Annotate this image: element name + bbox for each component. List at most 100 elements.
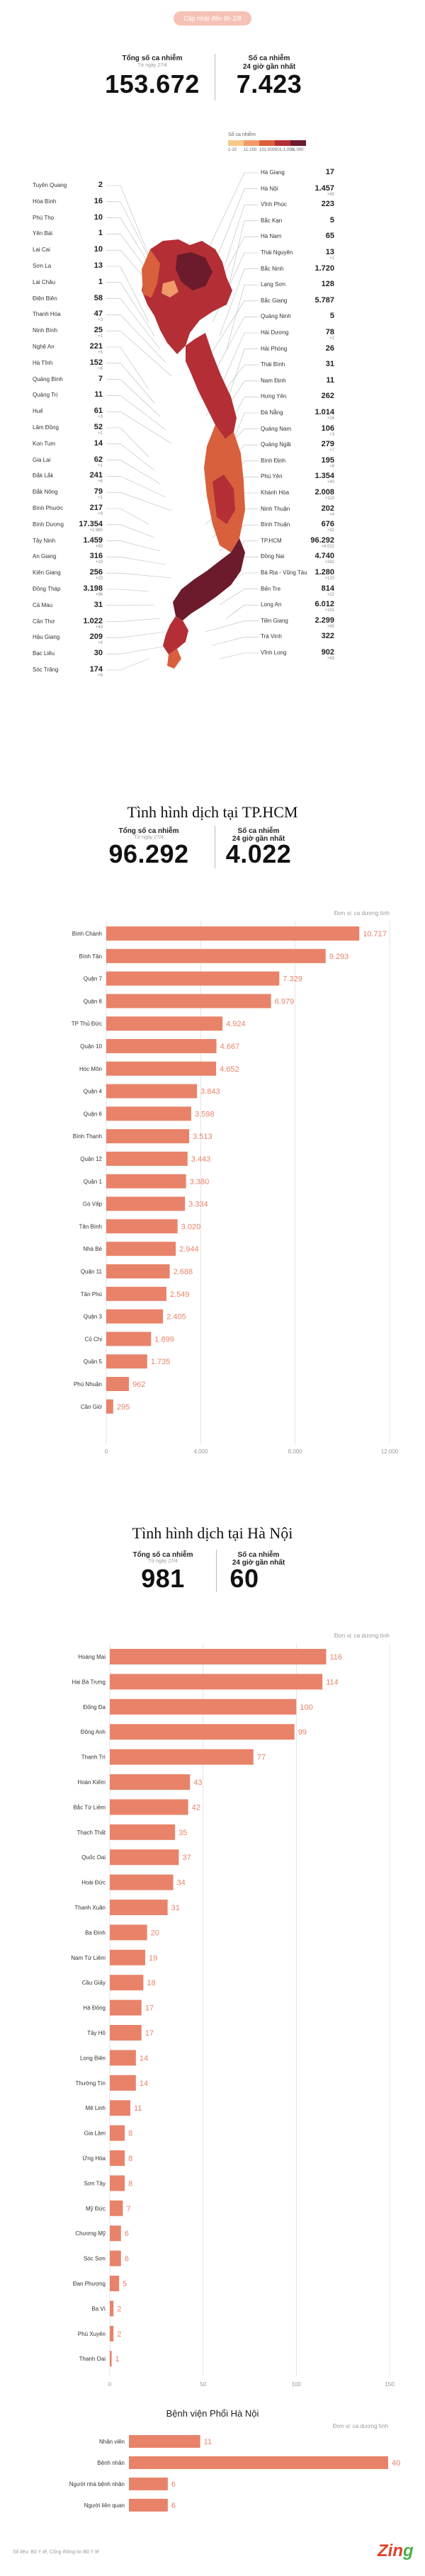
total-cases-label: Tổng số ca nhiễm bbox=[122, 55, 183, 62]
bar-category: Quận 4 bbox=[84, 1089, 103, 1095]
bar-category: Quận 11 bbox=[81, 1269, 103, 1275]
leader-line bbox=[106, 572, 172, 579]
map-north-west bbox=[142, 249, 160, 297]
province-new: +2 bbox=[329, 336, 334, 341]
bar-value: 2.688 bbox=[174, 1268, 193, 1276]
bar-value: 2.405 bbox=[166, 1313, 186, 1322]
map-south-tip bbox=[167, 649, 181, 669]
province-name: Thái Bình bbox=[261, 361, 285, 368]
province-value: 1.720 bbox=[314, 263, 334, 273]
bar-value: 10.717 bbox=[363, 930, 387, 938]
hanoi-section-title: Tình hình dịch tại Hà Nội bbox=[132, 1524, 293, 1542]
unit-note: Đơn vị: ca dương tính bbox=[334, 1633, 390, 1639]
bar bbox=[106, 1242, 176, 1256]
province-name: Thanh Hóa bbox=[33, 311, 61, 318]
province-new: +43 bbox=[95, 625, 103, 630]
bar-value: 77 bbox=[257, 1754, 266, 1762]
update-badge: Cập nhật đến 8h 2/8 bbox=[174, 11, 251, 25]
bar-category: Người liên quan bbox=[84, 2502, 125, 2509]
legend-label: 1-10 bbox=[228, 148, 237, 152]
bar-value: 4.652 bbox=[220, 1065, 239, 1074]
province-value: 128 bbox=[321, 280, 334, 289]
bar-value: 17 bbox=[145, 2004, 154, 2013]
bar bbox=[106, 971, 280, 986]
leader-line bbox=[106, 363, 155, 404]
province-name: Bạc Liêu bbox=[33, 650, 55, 657]
bar-value: 2 bbox=[117, 2330, 121, 2339]
province-name: Sơn La bbox=[33, 263, 52, 269]
province-name: Khánh Hòa bbox=[261, 489, 290, 496]
province-new: +1 bbox=[98, 496, 103, 501]
bar bbox=[110, 1975, 144, 1991]
bar bbox=[110, 1674, 323, 1690]
province-new: +60 bbox=[327, 192, 334, 197]
province-name: Hải Dương bbox=[261, 329, 289, 336]
bar-value: 3.380 bbox=[190, 1178, 210, 1186]
province-name: Tiền Giang bbox=[261, 617, 288, 624]
bar-value: 9.293 bbox=[329, 953, 349, 961]
legend-title: Số ca nhiễm bbox=[228, 132, 256, 137]
leader-line bbox=[106, 557, 166, 565]
bar bbox=[106, 926, 360, 941]
map-central bbox=[186, 333, 237, 439]
bar-category: Bình Tân bbox=[79, 953, 102, 960]
bar-category: Bình Chánh bbox=[72, 931, 102, 937]
bar bbox=[106, 1264, 170, 1278]
province-new: +7 bbox=[329, 448, 334, 453]
bar bbox=[106, 1152, 188, 1166]
hospital-chart: Đơn vị: ca dương tính Nhân viên 11 Bệnh nhâ… bbox=[69, 2423, 400, 2512]
province-new: +1 bbox=[98, 431, 103, 436]
bar-value: 114 bbox=[326, 1678, 339, 1686]
province-new: +6 bbox=[98, 480, 103, 484]
bar bbox=[110, 2200, 123, 2216]
bar bbox=[110, 1949, 146, 1965]
bar bbox=[110, 2050, 136, 2066]
bar-value: 11 bbox=[204, 2438, 212, 2446]
bar-value: 5 bbox=[123, 2280, 127, 2288]
bar bbox=[106, 1016, 223, 1031]
province-new: +120 bbox=[324, 577, 334, 581]
leader-line bbox=[106, 589, 149, 592]
bar-value: 17 bbox=[145, 2029, 154, 2038]
bar-category: Nam Từ Liêm bbox=[71, 1955, 106, 1961]
bar-value: 37 bbox=[182, 1854, 191, 1862]
bar-value: 1.899 bbox=[154, 1335, 174, 1344]
province-value: 5 bbox=[329, 215, 334, 225]
province-new: +6 bbox=[98, 674, 103, 678]
brand-main: Zin bbox=[378, 2541, 403, 2560]
province-value: 7 bbox=[98, 374, 103, 383]
province-name: Sóc Trăng bbox=[33, 666, 59, 673]
province-name: Cần Thơ bbox=[33, 618, 55, 625]
province-name: Hà Nam bbox=[261, 233, 282, 240]
bar-value: 14 bbox=[140, 2079, 148, 2088]
bar-category: Thanh Trì bbox=[81, 1754, 106, 1761]
bar-category: Ứng Hòa bbox=[82, 2155, 106, 2162]
province-name: Vĩnh Phúc bbox=[261, 201, 287, 208]
bar-category: Bắc Từ Liêm bbox=[73, 1804, 106, 1810]
bar-value: 7.329 bbox=[283, 975, 302, 984]
province-name: Ninh Bình bbox=[33, 327, 58, 334]
province-name: Hà Nội bbox=[261, 185, 278, 192]
bar-category: Quận 8 bbox=[84, 998, 103, 1004]
province-value: 902 bbox=[321, 648, 334, 657]
province-value: 17.354 bbox=[79, 519, 103, 528]
province-name: Bình Định bbox=[261, 457, 286, 464]
bar-category: Chương Mỹ bbox=[75, 2230, 106, 2237]
map-south bbox=[173, 538, 245, 620]
province-name: Hậu Giang bbox=[33, 634, 60, 641]
unit-note: Đơn vị: ca dương tính bbox=[334, 910, 390, 917]
bar-category: Bệnh nhân bbox=[97, 2460, 125, 2466]
province-value: 62 bbox=[94, 455, 103, 464]
bar bbox=[129, 2456, 388, 2469]
province-new: +9 bbox=[98, 512, 103, 516]
leader-line bbox=[106, 658, 149, 671]
province-new: +15 bbox=[95, 577, 103, 581]
leader-line bbox=[212, 637, 259, 646]
province-name: Kiên Giang bbox=[33, 569, 61, 577]
bar-category: Quận 5 bbox=[84, 1358, 103, 1365]
leader-line bbox=[212, 188, 259, 269]
bar-category: Mê Linh bbox=[86, 2105, 106, 2111]
province-value: 2.008 bbox=[314, 488, 334, 497]
province-new: +63 bbox=[327, 657, 334, 661]
bar-category: Hoàng Mai bbox=[78, 1654, 106, 1660]
